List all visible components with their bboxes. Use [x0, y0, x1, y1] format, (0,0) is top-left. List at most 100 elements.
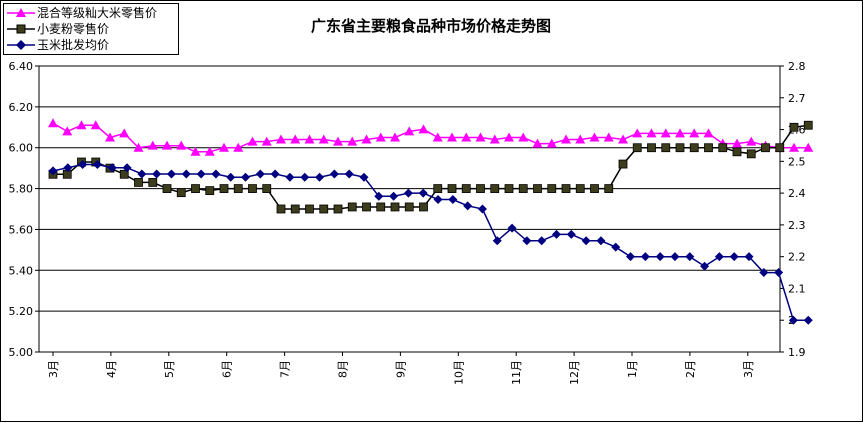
data-point-diamond: [329, 169, 339, 179]
data-point-square: [547, 184, 557, 193]
data-point-diamond: [537, 236, 547, 246]
data-point-diamond: [300, 172, 310, 182]
data-point-diamond: [700, 261, 710, 271]
data-point-square: [319, 204, 329, 214]
data-point-diamond: [181, 169, 191, 179]
data-point-square: [618, 159, 628, 169]
data-point-square: [233, 184, 243, 193]
data-point-triangle: [646, 128, 657, 138]
data-point-diamond: [803, 315, 813, 325]
data-point-triangle: [162, 140, 172, 150]
x-tick-label: 3月: [742, 360, 755, 378]
data-point-square: [675, 143, 685, 153]
y-left-tick-label: 5.00: [9, 346, 34, 359]
y-right-tick-label: 1.9: [788, 346, 806, 359]
legend-item-rice: 混合等级籼大米零售价: [4, 5, 180, 21]
data-point-diamond: [463, 201, 473, 211]
data-point-diamond: [196, 169, 206, 179]
series-group: [48, 118, 814, 325]
data-point-diamond: [211, 169, 221, 179]
data-point-triangle: [603, 132, 614, 142]
data-point-square: [419, 202, 428, 212]
data-point-diamond: [522, 236, 532, 246]
data-point-diamond: [359, 172, 369, 182]
data-point-triangle: [333, 136, 343, 146]
data-point-square: [305, 204, 314, 214]
data-point-square: [561, 184, 571, 193]
data-point-triangle: [290, 134, 301, 144]
data-point-diamond: [78, 160, 88, 170]
data-point-square: [362, 202, 371, 212]
x-tick-label: 5月: [163, 360, 176, 378]
y-right-tick-label: 2.4: [788, 187, 806, 200]
data-point-diamond: [48, 166, 58, 176]
data-point-diamond: [403, 188, 413, 198]
data-point-triangle: [233, 142, 244, 152]
data-point-diamond: [433, 194, 443, 204]
gridlines: [39, 106, 780, 312]
data-point-triangle: [90, 120, 101, 130]
data-point-square: [461, 184, 471, 193]
data-point-triangle: [119, 128, 130, 138]
legend-marker-triangle-icon: [7, 8, 35, 17]
data-point-diamond: [107, 163, 117, 173]
data-point-diamond: [774, 268, 784, 278]
y-right-tick-label: 2.1: [788, 282, 806, 295]
data-point-triangle: [732, 138, 742, 148]
data-point-square: [404, 202, 414, 212]
data-point-triangle: [219, 142, 229, 152]
data-point-square: [376, 202, 386, 212]
data-point-diamond: [92, 160, 102, 170]
data-point-diamond: [788, 315, 798, 325]
data-point-square: [661, 143, 671, 153]
data-point-square: [390, 202, 400, 212]
data-point-triangle: [518, 132, 529, 142]
data-point-square: [176, 188, 186, 198]
data-point-diamond: [374, 191, 384, 201]
data-point-square: [476, 184, 485, 193]
data-point-triangle: [475, 132, 486, 142]
data-point-triangle: [703, 128, 714, 138]
data-point-square: [761, 143, 770, 153]
data-point-triangle: [190, 146, 201, 156]
data-point-diamond: [389, 191, 399, 201]
x-tick-label: 2月: [684, 360, 697, 378]
data-point-triangle: [133, 142, 144, 152]
x-tick-label: 1月: [626, 360, 639, 378]
data-point-diamond: [63, 163, 73, 173]
data-point-diamond: [448, 194, 458, 204]
x-tick-label: 9月: [394, 360, 407, 378]
data-point-triangle: [304, 134, 315, 144]
data-point-triangle: [675, 128, 685, 138]
data-point-triangle: [247, 136, 258, 146]
data-point-diamond: [122, 163, 132, 173]
x-tick-label: 11月: [510, 360, 523, 385]
data-point-diamond: [344, 169, 354, 179]
data-point-diamond: [714, 252, 724, 262]
y-left-tick-label: 6.00: [9, 142, 34, 155]
data-point-triangle: [532, 138, 543, 148]
x-tick-label: 6月: [221, 360, 234, 378]
y-right-tick-label: 2.8: [788, 60, 806, 73]
data-point-square: [262, 184, 272, 193]
x-tick-label: 3月: [47, 360, 60, 378]
data-point-diamond: [152, 169, 162, 179]
data-point-square: [205, 186, 215, 196]
data-point-triangle: [361, 134, 372, 144]
data-point-triangle: [176, 140, 187, 150]
legend-marker-diamond-icon: [7, 40, 35, 50]
data-point-diamond: [640, 252, 650, 262]
data-point-diamond: [270, 169, 280, 179]
data-point-triangle: [618, 134, 628, 144]
x-tick-label: 7月: [279, 360, 292, 378]
data-point-triangle: [105, 132, 115, 142]
legend-item-corn: 玉米批发均价: [4, 37, 180, 53]
y-right-tick-label: 2.5: [788, 155, 806, 168]
data-point-diamond: [166, 169, 176, 179]
data-point-square: [490, 184, 500, 193]
data-point-diamond: [581, 236, 591, 246]
data-point-diamond: [744, 252, 754, 262]
data-point-diamond: [670, 252, 680, 262]
data-point-triangle: [789, 142, 799, 152]
data-point-square: [290, 204, 300, 214]
